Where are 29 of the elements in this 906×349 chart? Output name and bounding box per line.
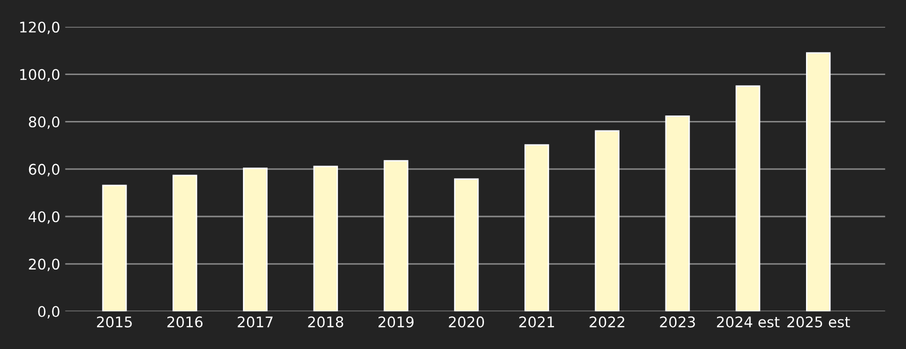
x-tick-label: 2021	[519, 316, 554, 328]
x-tick-label: 2017	[238, 316, 273, 328]
y-tick-label: 80,0	[28, 116, 60, 129]
bar	[384, 160, 408, 312]
x-tick-label: 2024 est	[716, 316, 780, 328]
x-tick-label: 2019	[378, 316, 414, 328]
y-tick-label: 100,0	[20, 68, 60, 82]
bar	[102, 184, 127, 312]
x-tick-label: 2018	[308, 316, 344, 328]
x-tick-label: 2015	[97, 316, 132, 328]
bar	[524, 144, 550, 312]
bar	[172, 174, 198, 312]
bar	[313, 166, 338, 312]
bar	[242, 168, 268, 312]
y-tick-label: 60,0	[28, 164, 60, 176]
y-tick-label: 120,0	[20, 22, 60, 34]
y-tick-label: 0,0	[38, 306, 60, 319]
bar	[594, 130, 620, 312]
x-tick-label: 2020	[448, 316, 484, 328]
bar	[806, 52, 831, 312]
x-tick-label: 2025 est	[787, 316, 850, 328]
y-tick-label: 40,0	[28, 211, 60, 224]
x-tick-label: 2022	[590, 316, 624, 328]
bar	[736, 85, 760, 312]
y-tick-label: 20,0	[28, 258, 60, 272]
bar	[454, 178, 479, 312]
x-tick-label: 2016	[167, 316, 203, 328]
x-tick-label: 2023	[660, 316, 695, 328]
bar	[665, 116, 690, 312]
